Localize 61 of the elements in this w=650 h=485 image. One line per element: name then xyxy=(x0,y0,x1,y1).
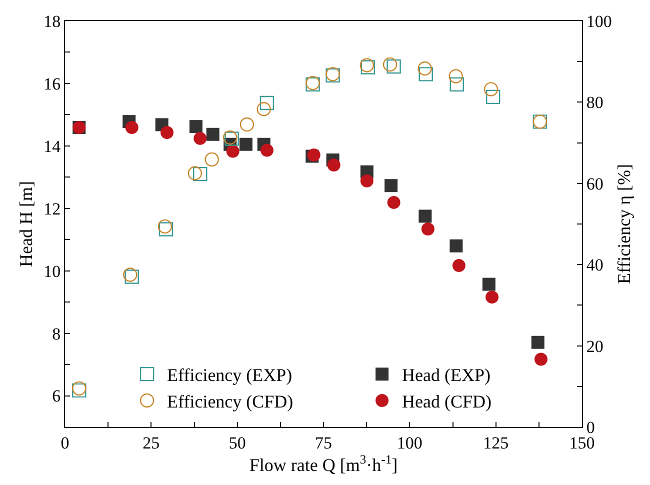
point xyxy=(189,120,202,134)
point xyxy=(486,290,499,304)
x-tick-label: 0 xyxy=(60,433,70,452)
y-tick-label: 16 xyxy=(44,74,61,94)
point xyxy=(239,138,252,151)
point xyxy=(240,117,254,132)
point xyxy=(360,174,374,188)
x-tick-label: 75 xyxy=(315,433,332,452)
point xyxy=(194,132,207,145)
point xyxy=(452,259,466,272)
point xyxy=(260,96,274,110)
point xyxy=(386,59,401,74)
y-tick-label: 14 xyxy=(44,136,62,156)
point xyxy=(531,336,544,349)
point xyxy=(188,166,202,180)
y2-axis-title: Efficiency η [%] xyxy=(614,164,634,284)
y2-tick-label: 20 xyxy=(586,336,604,356)
point xyxy=(125,121,138,134)
point xyxy=(226,144,240,158)
y-tick-label: 6 xyxy=(52,386,61,406)
legend-label: Efficiency (EXP) xyxy=(167,365,292,386)
point xyxy=(158,219,172,234)
x-tick-label: 50 xyxy=(228,433,246,452)
point xyxy=(204,152,219,167)
point xyxy=(193,166,208,182)
legend-label: Efficiency (CFD) xyxy=(167,392,294,412)
y2-tick-label: 60 xyxy=(586,174,604,194)
y-tick-label: 10 xyxy=(44,262,61,281)
point xyxy=(418,67,433,82)
point xyxy=(534,352,548,366)
x-tick-label: 25 xyxy=(142,433,160,452)
point xyxy=(382,57,398,72)
point xyxy=(450,239,463,252)
point xyxy=(206,128,220,141)
point xyxy=(260,144,274,157)
point xyxy=(158,222,174,236)
point xyxy=(484,82,498,96)
point xyxy=(160,126,174,139)
point xyxy=(418,61,432,76)
y-tick-label: 8 xyxy=(52,324,61,344)
y2-tick-label: 100 xyxy=(586,12,612,31)
point xyxy=(327,158,340,172)
y-tick-label: 12 xyxy=(44,199,61,218)
point xyxy=(256,102,271,116)
legend-label: Head (EXP) xyxy=(402,365,491,386)
point xyxy=(418,210,432,223)
x-axis-title: Flow rate Q [m$^{3}$·h$^{-1}$] xyxy=(249,452,398,475)
point xyxy=(450,77,464,92)
point xyxy=(421,222,434,236)
y2-tick-label: 40 xyxy=(586,256,604,275)
point xyxy=(384,179,398,192)
legend-label: Head (CFD) xyxy=(402,392,492,412)
y-tick-label: 18 xyxy=(44,12,61,31)
point xyxy=(387,196,400,209)
y2-tick-label: 80 xyxy=(586,93,604,112)
x-tick-label: 100 xyxy=(396,433,422,452)
y-axis-title: Head H [m] xyxy=(16,181,36,267)
point xyxy=(448,69,463,84)
point xyxy=(482,278,496,291)
x-tick-label: 125 xyxy=(483,433,509,452)
point xyxy=(486,90,500,104)
